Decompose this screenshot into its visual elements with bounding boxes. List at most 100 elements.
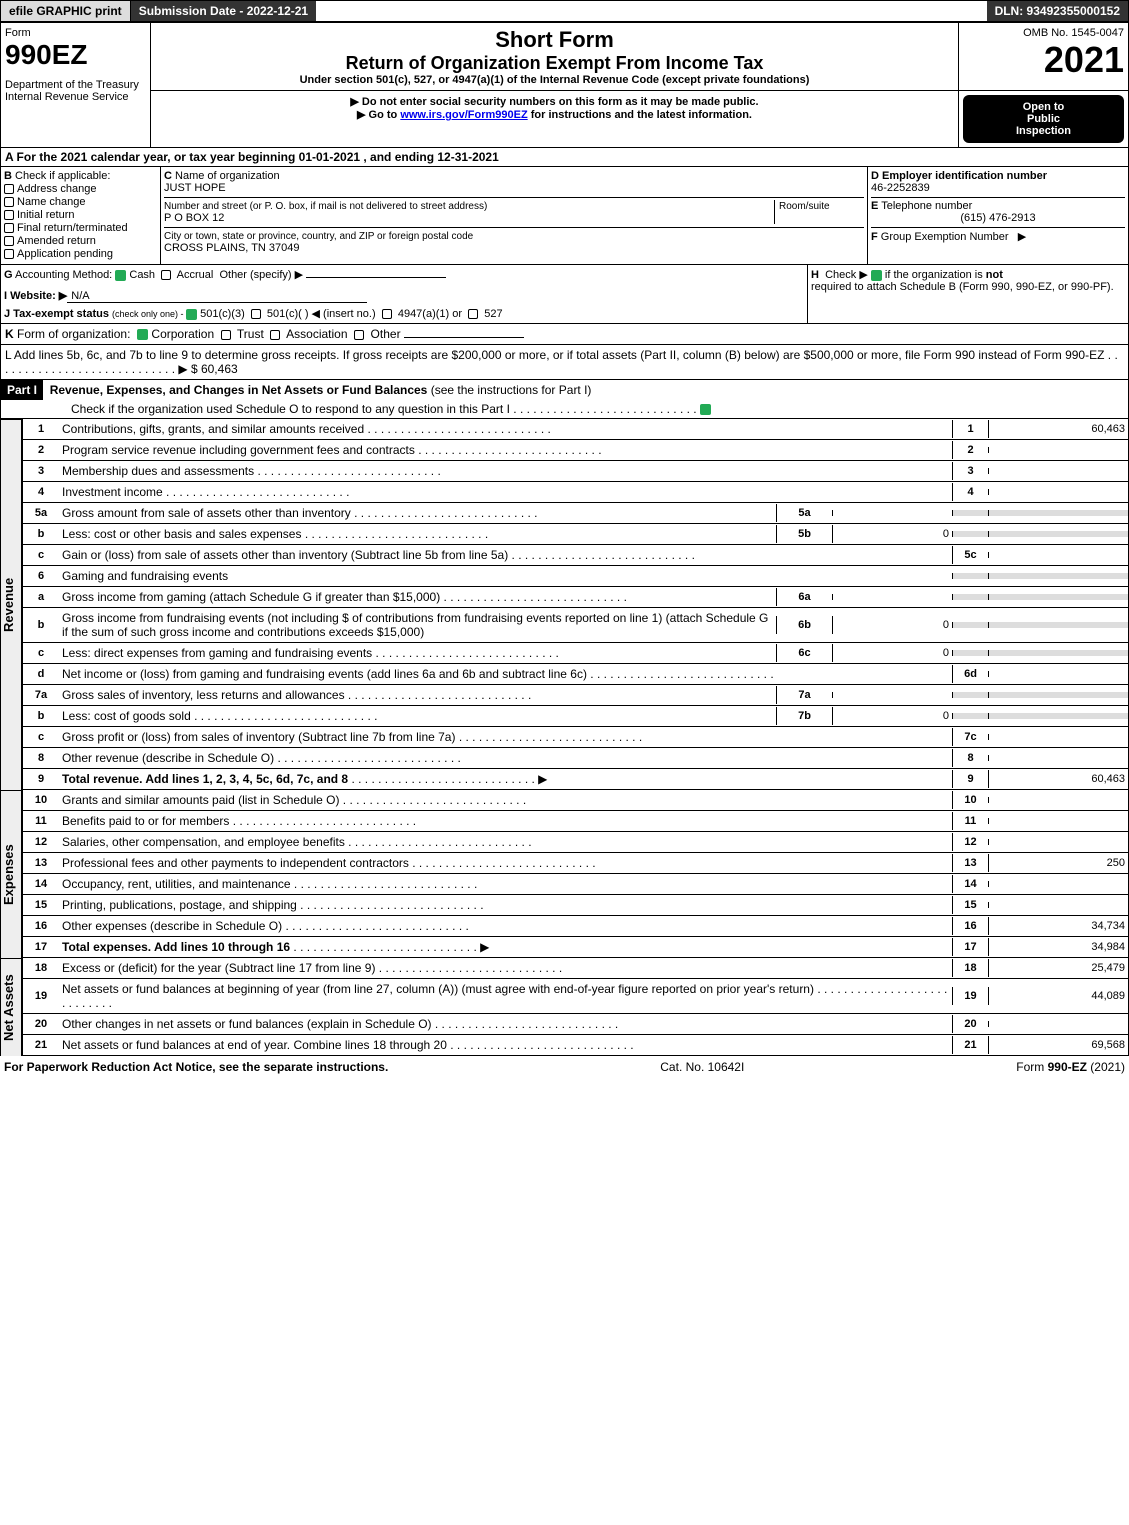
chk-corporation[interactable] xyxy=(137,329,148,340)
g-text: Accounting Method: xyxy=(15,269,112,281)
opt-application-pending: Application pending xyxy=(17,248,113,260)
right-num: 8 xyxy=(952,749,988,767)
val-shade xyxy=(988,510,1128,516)
right-val xyxy=(988,755,1128,761)
chk-cash[interactable] xyxy=(115,270,126,281)
revenue-side-label: Revenue xyxy=(0,419,22,790)
chk-501c3[interactable] xyxy=(186,309,197,320)
right-val xyxy=(988,818,1128,824)
org-name: JUST HOPE xyxy=(164,182,226,194)
right-num: 1 xyxy=(952,420,988,438)
efile-print-button[interactable]: efile GRAPHIC print xyxy=(1,1,131,21)
ein-value: 46-2252839 xyxy=(871,182,930,194)
sub3-pre: ▶ Go to xyxy=(357,109,400,121)
line-7a: 7aGross sales of inventory, less returns… xyxy=(22,685,1129,706)
line-c: cGain or (loss) from sale of assets othe… xyxy=(22,545,1129,566)
right-val: 60,463 xyxy=(988,420,1128,438)
line-b: bGross income from fundraising events (n… xyxy=(22,608,1129,643)
line-desc: Gross income from gaming (attach Schedul… xyxy=(59,587,776,607)
chk-other-org[interactable] xyxy=(354,330,364,340)
line-num: 12 xyxy=(23,833,59,851)
line-19: 19Net assets or fund balances at beginni… xyxy=(22,979,1129,1014)
line-num: 2 xyxy=(23,441,59,459)
line-14: 14Occupancy, rent, utilities, and mainte… xyxy=(22,874,1129,895)
part-1-label: Part I xyxy=(1,380,43,400)
right-val: 69,568 xyxy=(988,1036,1128,1054)
right-val: 34,984 xyxy=(988,938,1128,956)
line-desc: Professional fees and other payments to … xyxy=(59,853,952,873)
chk-527[interactable] xyxy=(468,309,478,319)
box-def: D Employer identification number 46-2252… xyxy=(868,167,1128,264)
chk-address-change[interactable] xyxy=(4,184,14,194)
page-footer: For Paperwork Reduction Act Notice, see … xyxy=(0,1056,1129,1078)
opt-other-method: Other (specify) ▶ xyxy=(219,269,303,281)
line-desc: Gross sales of inventory, less returns a… xyxy=(59,685,776,705)
chk-amended-return[interactable] xyxy=(4,236,14,246)
right-num: 18 xyxy=(952,959,988,977)
right-val xyxy=(988,489,1128,495)
opt-amended-return: Amended return xyxy=(17,235,96,247)
expenses-side-label: Expenses xyxy=(0,790,22,958)
line-num: 20 xyxy=(23,1015,59,1033)
line-20: 20Other changes in net assets or fund ba… xyxy=(22,1014,1129,1035)
opt-association: Association xyxy=(286,327,347,341)
arrow-icon: ▶ xyxy=(1018,231,1026,243)
right-num: 5c xyxy=(952,546,988,564)
chk-accrual[interactable] xyxy=(161,270,171,280)
line-num: 16 xyxy=(23,917,59,935)
right-num: 16 xyxy=(952,917,988,935)
line-k: K Form of organization: Corporation Trus… xyxy=(0,324,1129,345)
line-c: cGross profit or (loss) from sales of in… xyxy=(22,727,1129,748)
sub-val xyxy=(832,594,952,600)
chk-4947[interactable] xyxy=(382,309,392,319)
line-num: d xyxy=(23,665,59,683)
line-desc: Less: cost or other basis and sales expe… xyxy=(59,524,776,544)
num-shade xyxy=(952,510,988,516)
form-subtitle-2: ▶ Do not enter social security numbers o… xyxy=(155,95,954,108)
website-value: N/A xyxy=(67,290,367,303)
line-desc: Other changes in net assets or fund bala… xyxy=(59,1014,952,1034)
sub-num: 6b xyxy=(776,616,832,634)
l-text: L Add lines 5b, 6c, and 7b to line 9 to … xyxy=(5,348,1104,362)
line-num: c xyxy=(23,546,59,564)
chk-name-change[interactable] xyxy=(4,197,14,207)
chk-trust[interactable] xyxy=(221,330,231,340)
line-b: bLess: cost or other basis and sales exp… xyxy=(22,524,1129,545)
right-val: 44,089 xyxy=(988,987,1128,1005)
city-label: City or town, state or province, country… xyxy=(164,231,473,242)
sub-val: 0 xyxy=(832,616,952,634)
val-shade xyxy=(988,531,1128,537)
chk-schedule-b[interactable] xyxy=(871,270,882,281)
line-desc: Gain or (loss) from sale of assets other… xyxy=(59,545,952,565)
chk-application-pending[interactable] xyxy=(4,249,14,259)
num-shade xyxy=(952,692,988,698)
chk-initial-return[interactable] xyxy=(4,210,14,220)
chk-schedule-o-part1[interactable] xyxy=(700,404,711,415)
chk-final-return[interactable] xyxy=(4,223,14,233)
irs-link[interactable]: www.irs.gov/Form990EZ xyxy=(400,109,527,121)
org-info-grid: B Check if applicable: Address change Na… xyxy=(0,167,1129,265)
chk-501c[interactable] xyxy=(251,309,261,319)
sub-num: 7b xyxy=(776,707,832,725)
chk-association[interactable] xyxy=(270,330,280,340)
line-desc: Excess or (deficit) for the year (Subtra… xyxy=(59,958,952,978)
right-num: 4 xyxy=(952,483,988,501)
i-label: I Website: ▶ xyxy=(4,290,67,302)
val-shade xyxy=(988,573,1128,579)
opt-other-org: Other xyxy=(371,327,401,341)
line-desc: Occupancy, rent, utilities, and maintena… xyxy=(59,874,952,894)
line-num: 9 xyxy=(23,770,59,788)
line-num: 10 xyxy=(23,791,59,809)
right-val xyxy=(988,671,1128,677)
line-2: 2Program service revenue including gover… xyxy=(22,440,1129,461)
box-b-subtitle: Check if applicable: xyxy=(15,170,110,182)
opt-trust: Trust xyxy=(237,327,264,341)
line-desc: Other expenses (describe in Schedule O) xyxy=(59,916,952,936)
line-desc: Program service revenue including govern… xyxy=(59,440,952,460)
line-b: bLess: cost of goods sold 7b0 xyxy=(22,706,1129,727)
k-text: Form of organization: xyxy=(17,327,130,341)
sub-num: 7a xyxy=(776,686,832,704)
box-b-letter: B xyxy=(4,170,12,182)
right-num: 12 xyxy=(952,833,988,851)
line-desc: Salaries, other compensation, and employ… xyxy=(59,832,952,852)
